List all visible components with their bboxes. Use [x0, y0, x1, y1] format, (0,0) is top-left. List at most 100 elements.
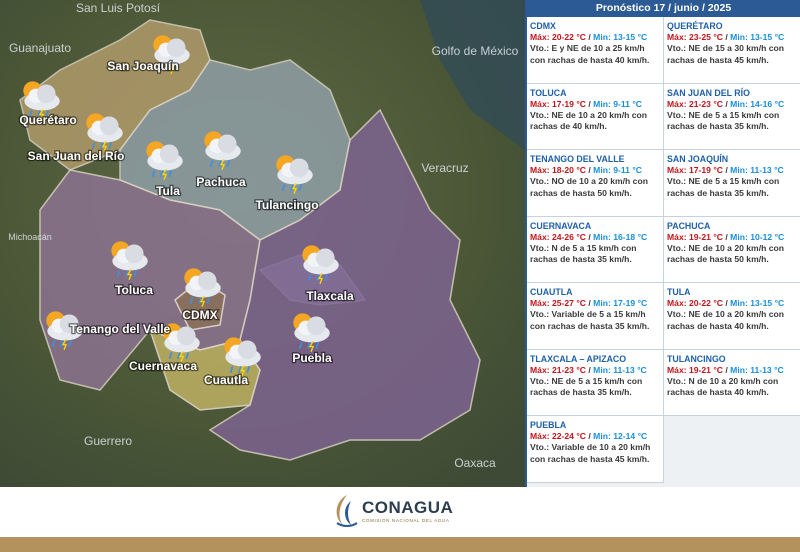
logo-icon: [336, 495, 358, 527]
forecast-cell: TOLUCA Máx: 17-19 °C / Min: 9-11 °C Vto.: …: [527, 83, 664, 150]
max-temp: Máx: 20-22 °C: [667, 298, 723, 309]
city-name: PUEBLA: [530, 420, 567, 430]
min-temp: Min: 17-19 °C: [593, 298, 648, 309]
max-temp: Máx: 20-22 °C: [530, 32, 586, 43]
city-label: Toluca: [115, 283, 153, 297]
city-label: Pachuca: [196, 175, 246, 189]
footer-strip: [0, 537, 800, 552]
max-temp: Máx: 17-19 °C: [667, 165, 723, 176]
temperatures: Máx: 17-19 °C / Min: 11-13 °C: [667, 165, 798, 176]
min-temp: Min: 13-15 °C: [730, 32, 785, 43]
city-label: Cuernavaca: [129, 359, 197, 373]
min-temp: Min: 14-16 °C: [730, 98, 785, 109]
puebla-region: [208, 108, 481, 461]
region-label: Golfo de México: [432, 44, 519, 58]
min-temp: Min: 11-13 °C: [730, 165, 784, 176]
city-name: TENANGO DEL VALLE: [530, 154, 625, 164]
region-label: Guanajuato: [9, 41, 71, 55]
city-label: Tula: [156, 184, 180, 198]
temperatures: Máx: 24-26 °C / Min: 16-18 °C: [530, 232, 661, 243]
city-name: SAN JOAQUÍN: [667, 154, 729, 164]
forecast-panel: Pronóstico 17 / junio / 2025 CDMX Máx: 20…: [525, 0, 800, 487]
city-label: Querétaro: [19, 113, 76, 127]
forecast-cell: SAN JOAQUÍN Máx: 17-19 °C / Min: 11-13 °C…: [664, 150, 800, 217]
min-temp: Min: 16-18 °C: [593, 231, 648, 242]
map: San Luis Potosí Guanajuato Golfo de Méxi…: [0, 0, 525, 487]
city-label: Cuautla: [204, 373, 248, 387]
city-label: San Joaquín: [107, 59, 178, 73]
forecast-grid: CDMX Máx: 20-22 °C / Min: 13-15 °C Vto.: E…: [527, 17, 800, 483]
separator: /: [588, 431, 591, 442]
temperatures: Máx: 19-21 °C / Min: 11-13 °C: [667, 365, 798, 376]
wind: Vto.: NE de 5 a 15 km/h con rachas de ha…: [667, 176, 780, 198]
region-label: Oaxaca: [454, 456, 496, 470]
temperatures: Máx: 23-25 °C / Min: 13-15 °C: [667, 32, 798, 43]
min-temp: Min: 12-14 °C: [593, 431, 648, 442]
city-name: TOLUCA: [530, 87, 567, 98]
min-temp: Min: 11-13 °C: [593, 364, 647, 375]
city-name: PACHUCA: [667, 220, 711, 231]
city-label: San Juan del Río: [28, 149, 125, 163]
separator: /: [588, 98, 591, 109]
sea: [420, 0, 525, 150]
min-temp: Min: 11-13 °C: [730, 364, 784, 375]
wind: Vto.: N de 5 a 15 km/h con rachas de has…: [530, 242, 637, 265]
city-name: SAN JUAN DEL RÍO: [667, 87, 750, 98]
forecast-cell: QUERÉTARO Máx: 23-25 °C / Min: 13-15 °C Vt…: [664, 17, 800, 84]
separator: /: [588, 165, 591, 176]
min-temp: Min: 13-15 °C: [730, 298, 785, 309]
footer: CONAGUA COMISIÓN NACIONAL DEL AGUA: [0, 487, 800, 537]
temperatures: Máx: 19-21 °C / Min: 10-12 °C: [667, 232, 798, 243]
min-temp: Min: 9-11 °C: [593, 98, 642, 109]
temperatures: Máx: 25-27 °C / Min: 17-19 °C: [530, 298, 661, 309]
region-label: Michoacán: [8, 232, 52, 242]
separator: /: [725, 98, 728, 109]
logo-subtitle: COMISIÓN NACIONAL DEL AGUA: [362, 518, 450, 523]
temperatures: Máx: 17-19 °C / Min: 9-11 °C: [530, 99, 661, 110]
wind: Vto.: N de 10 a 20 km/h con rachas de ha…: [667, 375, 779, 398]
wind: Vto.: NE de 10 a 20 km/h con rachas de h…: [667, 242, 785, 265]
city-label: CDMX: [182, 308, 217, 322]
forecast-cell: PUEBLA Máx: 22-24 °C / Min: 12-14 °C Vto.:…: [527, 416, 664, 483]
wind: Vto.: Variable de 10 a 20 km/h con racha…: [530, 442, 651, 464]
max-temp: Máx: 19-21 °C: [667, 231, 723, 242]
city-name: TLAXCALA – APIZACO: [530, 353, 627, 364]
min-temp: Min: 10-12 °C: [730, 231, 785, 242]
separator: /: [725, 231, 728, 242]
max-temp: Máx: 19-21 °C: [667, 364, 723, 375]
separator: /: [725, 32, 728, 43]
temperatures: Máx: 18-20 °C / Min: 9-11 °C: [530, 165, 661, 176]
min-temp: Min: 9-11 °C: [593, 165, 642, 176]
max-temp: Máx: 23-25 °C: [667, 32, 723, 43]
city-label: Tlaxcala: [306, 289, 354, 303]
panel-title: Pronóstico 17 / junio / 2025: [527, 0, 800, 17]
wind: Vto.: E y NE de 10 a 25 km/h con rachas …: [530, 43, 650, 65]
forecast-cell: CUERNAVACA Máx: 24-26 °C / Min: 16-18 °C V…: [527, 216, 664, 283]
city-name: QUERÉTARO: [667, 21, 723, 31]
separator: /: [588, 231, 591, 242]
temperatures: Máx: 22-24 °C / Min: 12-14 °C: [530, 431, 661, 442]
city-label: Tenango del Valle: [70, 322, 171, 336]
wind: Vto.: NO de 10 a 20 km/h con rachas de h…: [530, 176, 648, 198]
wind: Vto.: NE de 10 a 20 km/h con rachas de 4…: [530, 109, 648, 132]
temperatures: Máx: 20-22 °C / Min: 13-15 °C: [530, 32, 661, 43]
forecast-cell: SAN JUAN DEL RÍO Máx: 21-23 °C / Min: 14-…: [664, 83, 800, 150]
max-temp: Máx: 18-20 °C: [530, 165, 586, 176]
temperatures: Máx: 20-22 °C / Min: 13-15 °C: [667, 298, 798, 309]
region-label: Veracruz: [421, 161, 468, 175]
temperatures: Máx: 21-23 °C / Min: 14-16 °C: [667, 99, 798, 110]
max-temp: Máx: 17-19 °C: [530, 98, 586, 109]
wind: Vto.: NE de 5 a 15 km/h con rachas de ha…: [530, 375, 643, 398]
forecast-cell: TULANCINGO Máx: 19-21 °C / Min: 11-13 °C V…: [664, 349, 800, 416]
forecast-cell: TENANGO DEL VALLE Máx: 18-20 °C / Min: 9-…: [527, 150, 664, 217]
max-temp: Máx: 21-23 °C: [530, 364, 586, 375]
wind: Vto.: Variable de 5 a 15 km/h con rachas…: [530, 309, 650, 331]
city-name: TULA: [667, 287, 691, 297]
city-label: Tulancingo: [255, 198, 318, 212]
separator: /: [725, 364, 728, 375]
min-temp: Min: 13-15 °C: [593, 32, 648, 43]
forecast-cell: PACHUCA Máx: 19-21 °C / Min: 10-12 °C Vto.…: [664, 216, 800, 283]
city-label: Puebla: [292, 351, 332, 365]
region-label: Guerrero: [84, 434, 132, 448]
